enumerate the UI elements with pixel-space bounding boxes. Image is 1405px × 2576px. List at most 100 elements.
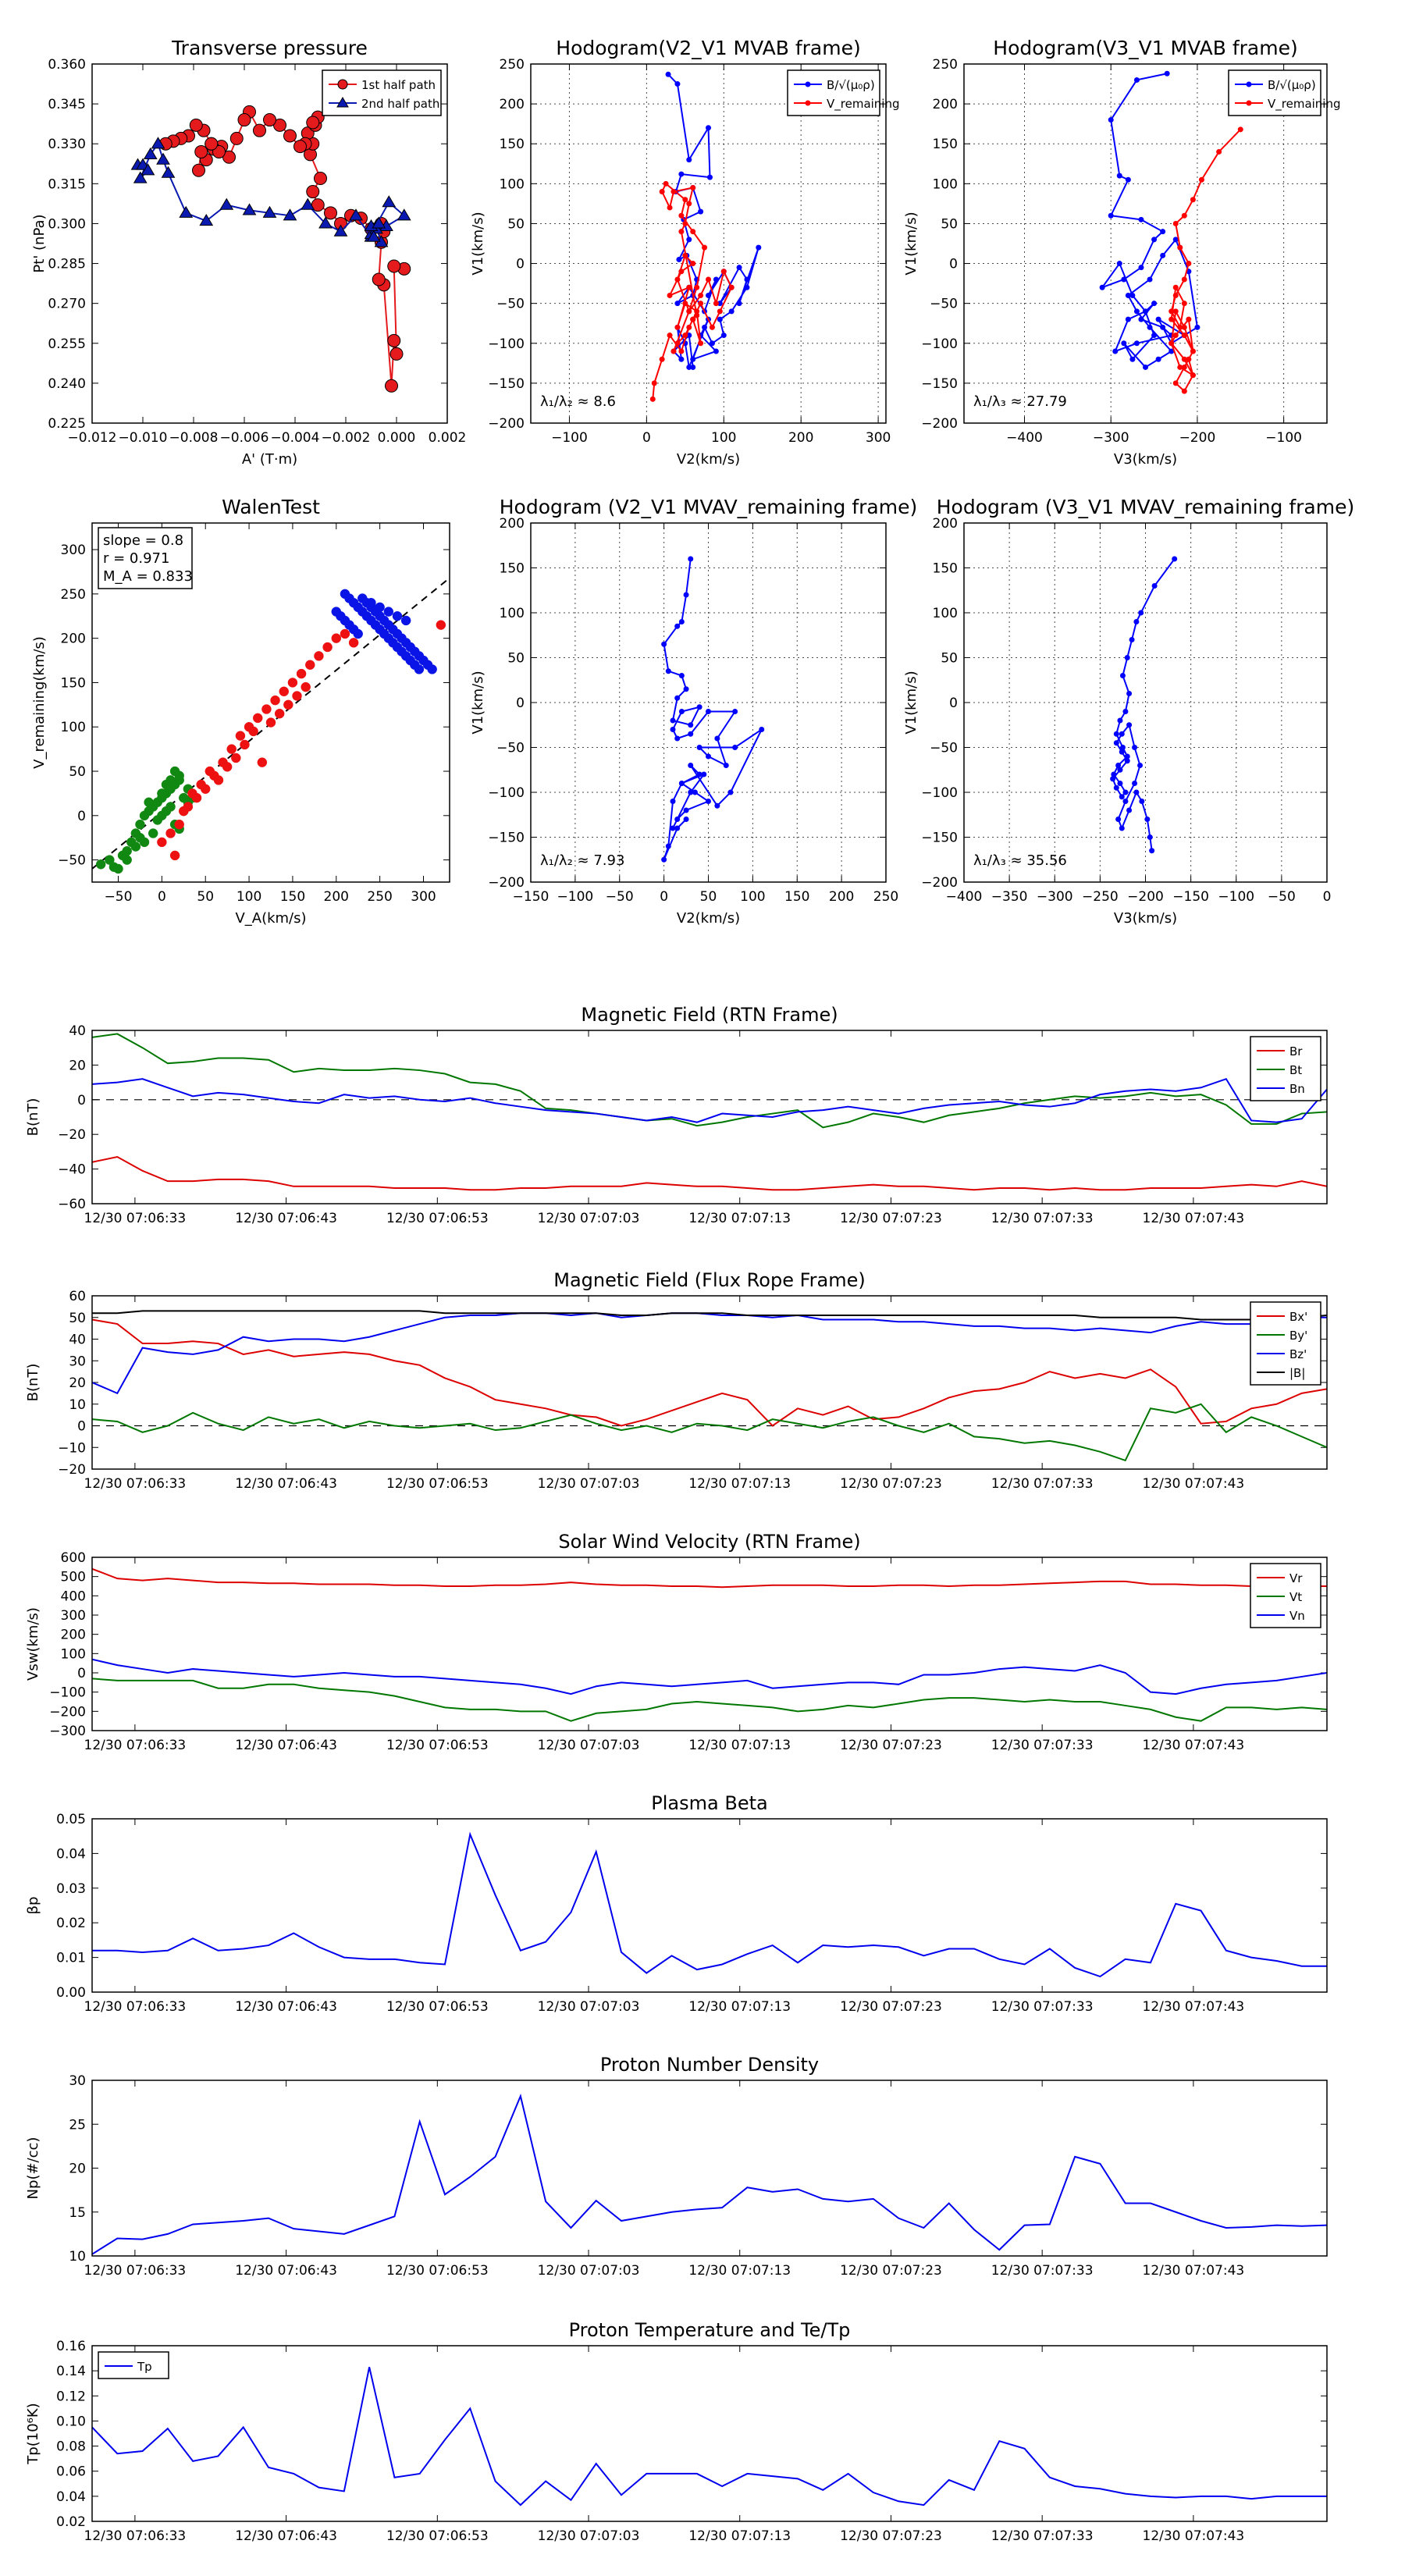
x-tick-label: 100 bbox=[740, 889, 765, 905]
chart-title: Hodogram(V3_V1 MVAB frame) bbox=[993, 37, 1297, 59]
plot-frame bbox=[91, 2345, 1328, 2522]
x-tick-label: −250 bbox=[1082, 889, 1119, 905]
x-tick-label: 12/30 07:06:53 bbox=[386, 1476, 489, 1492]
data-point bbox=[1111, 771, 1117, 777]
plot-area bbox=[1110, 556, 1178, 854]
data-point bbox=[1122, 799, 1129, 804]
x-tick-label: 200 bbox=[829, 889, 854, 905]
x-tick-label: −0.006 bbox=[220, 430, 269, 446]
proton-number-density-chart: Proton Number Density 12/30 07:06:33 12/30… bbox=[25, 2054, 1328, 2279]
data-point bbox=[1149, 848, 1155, 854]
plot-area bbox=[92, 1831, 1327, 1978]
stats-line: M_A = 0.833 bbox=[103, 568, 193, 585]
x-tick-label: −200 bbox=[1179, 430, 1216, 446]
y-tick-label: 150 bbox=[500, 137, 525, 152]
data-point bbox=[95, 859, 106, 870]
data-point bbox=[698, 301, 704, 307]
data-point bbox=[690, 356, 696, 362]
y-tick-label: 200 bbox=[933, 97, 958, 112]
y-tick-label: 150 bbox=[61, 675, 86, 691]
data-point bbox=[387, 259, 401, 273]
y-axis-label: Np(#/cc) bbox=[25, 2137, 41, 2200]
y-tick-label: −200 bbox=[488, 416, 525, 432]
y-tick-label: 0.330 bbox=[48, 137, 86, 152]
legend-marker bbox=[1246, 100, 1252, 106]
hodogram-v3-mvav-chart: Hodogram (V3_V1 MVAV_remaining frame) −40… bbox=[903, 496, 1354, 927]
data-point bbox=[1125, 292, 1131, 298]
data-point bbox=[736, 265, 742, 271]
y-axis-label: βp bbox=[25, 1897, 41, 1915]
data-point bbox=[400, 615, 411, 626]
data-point bbox=[720, 269, 727, 275]
y-tick-label: 0.315 bbox=[48, 176, 86, 192]
y-tick-label: 10 bbox=[69, 2249, 86, 2265]
data-point bbox=[261, 704, 272, 714]
y-tick-label: −100 bbox=[49, 1685, 86, 1701]
y-tick-label: 25 bbox=[69, 2117, 86, 2133]
y-tick-label: 0.270 bbox=[48, 297, 86, 312]
data-point bbox=[690, 229, 696, 235]
x-tick-label: 12/30 07:06:43 bbox=[235, 2528, 337, 2544]
y-tick-label: 100 bbox=[61, 1646, 86, 1662]
data-point bbox=[283, 129, 297, 143]
data-point bbox=[1113, 740, 1119, 746]
data-point bbox=[1151, 301, 1158, 307]
data-point bbox=[122, 845, 132, 856]
data-point bbox=[1139, 799, 1145, 804]
x-tick-label: 12/30 07:07:13 bbox=[688, 1476, 791, 1492]
data-point bbox=[305, 660, 315, 670]
x-tick-label: 12/30 07:07:23 bbox=[840, 2263, 942, 2279]
y-tick-label: 0.03 bbox=[56, 1881, 86, 1897]
y-tick-label: 0.01 bbox=[56, 1951, 86, 1966]
x-tick-label: 300 bbox=[411, 889, 436, 905]
data-point bbox=[744, 284, 750, 290]
data-point bbox=[1172, 284, 1179, 290]
chart-title: Magnetic Field (Flux Rope Frame) bbox=[553, 1269, 865, 1291]
data-point bbox=[1168, 308, 1175, 315]
data-point bbox=[187, 788, 197, 799]
y-tick-label: 0.14 bbox=[56, 2364, 86, 2379]
y-tick-label: 40 bbox=[69, 1023, 86, 1039]
data-point bbox=[698, 340, 704, 347]
x-tick-label: −350 bbox=[991, 889, 1028, 905]
data-point bbox=[196, 779, 206, 790]
series-line-βp bbox=[92, 1831, 1327, 1978]
x-tick-label: −400 bbox=[1006, 430, 1043, 446]
y-tick-label: 0.05 bbox=[56, 1812, 86, 1827]
x-tick-label: 12/30 07:06:43 bbox=[235, 2263, 337, 2279]
legend-label: Bz' bbox=[1289, 1347, 1307, 1361]
data-point bbox=[1147, 276, 1153, 283]
y-tick-label: 0.04 bbox=[56, 1846, 86, 1862]
data-point bbox=[392, 611, 403, 621]
data-point bbox=[678, 673, 685, 678]
x-tick-label: −400 bbox=[946, 889, 983, 905]
data-point bbox=[1181, 301, 1187, 307]
data-point bbox=[698, 208, 704, 215]
data-point bbox=[670, 717, 676, 724]
data-point bbox=[686, 237, 692, 243]
series-line-B/√(μ₀ρ) bbox=[1100, 73, 1199, 368]
data-point bbox=[1168, 316, 1175, 322]
data-point bbox=[1186, 356, 1192, 362]
data-point bbox=[1168, 348, 1175, 354]
series-line-Vn bbox=[92, 1658, 1327, 1695]
y-tick-label: −200 bbox=[921, 875, 958, 891]
y-tick-label: 0.02 bbox=[56, 2514, 86, 2530]
data-point bbox=[1172, 237, 1179, 243]
data-point bbox=[723, 763, 729, 768]
y-tick-label: 200 bbox=[61, 632, 86, 647]
data-point bbox=[678, 709, 685, 714]
data-point bbox=[706, 753, 711, 760]
data-point bbox=[1133, 789, 1140, 795]
data-point bbox=[1119, 745, 1126, 750]
x-tick-label: 12/30 07:07:43 bbox=[1143, 1476, 1245, 1492]
data-point bbox=[678, 269, 685, 275]
chart-title: Hodogram (V2_V1 MVAV_remaining frame) bbox=[500, 496, 918, 518]
data-point bbox=[706, 125, 711, 131]
y-tick-label: 0 bbox=[949, 257, 958, 272]
legend: B/√(μ₀ρ) V_remaining bbox=[787, 69, 900, 116]
data-point bbox=[674, 825, 681, 831]
data-point bbox=[156, 152, 170, 165]
data-point bbox=[427, 664, 437, 674]
